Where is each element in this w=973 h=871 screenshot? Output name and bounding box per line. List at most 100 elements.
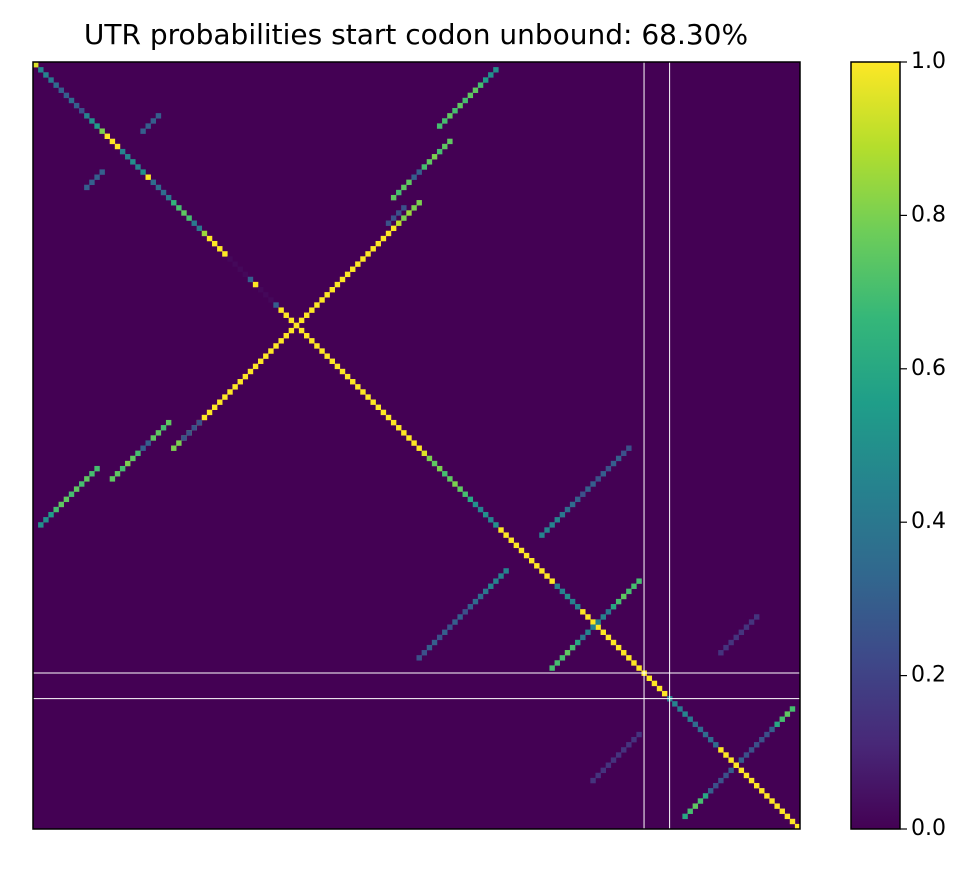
heatmap-cell: [631, 736, 637, 743]
heatmap-cell: [682, 711, 688, 717]
heatmap-cell: [283, 312, 289, 318]
heatmap-cell: [375, 404, 382, 411]
heatmap-cell: [672, 701, 678, 707]
heatmap-cell: [222, 251, 228, 257]
heatmap-cell: [385, 230, 392, 237]
heatmap-cell: [84, 184, 90, 191]
heatmap-cell: [595, 624, 601, 630]
heatmap-cell: [206, 235, 213, 242]
heatmap-cell: [477, 593, 484, 600]
heatmap-cell: [232, 384, 238, 390]
heatmap-cell: [38, 522, 44, 528]
heatmap-cell: [569, 598, 576, 605]
heatmap-cell: [661, 690, 668, 697]
heatmap-cell: [293, 322, 300, 329]
heatmap-cell: [145, 440, 151, 446]
heatmap-cell: [452, 619, 458, 625]
heatmap-cell: [733, 762, 739, 768]
heatmap-cell: [401, 215, 407, 221]
heatmap-cell: [615, 598, 622, 605]
heatmap-cell: [462, 609, 468, 615]
heatmap-cell: [539, 532, 545, 538]
heatmap-cell: [145, 174, 151, 180]
heatmap-cell: [242, 373, 249, 380]
heatmap-cell: [109, 476, 116, 482]
heatmap-cell: [99, 128, 105, 134]
heatmap-cell: [549, 665, 555, 671]
heatmap: [33, 62, 801, 830]
heatmap-cell: [94, 174, 100, 180]
heatmap-cell: [718, 747, 724, 753]
heatmap-cell: [447, 476, 453, 482]
heatmap-cell: [687, 808, 693, 814]
heatmap-cell: [431, 639, 438, 646]
heatmap-cell: [467, 496, 474, 503]
heatmap-cell: [477, 82, 484, 88]
heatmap-cell: [748, 777, 755, 784]
heatmap-cell: [707, 788, 714, 794]
heatmap-cell: [201, 230, 208, 237]
heatmap-cell: [48, 511, 54, 518]
colorbar-tick-label: 0.2: [911, 663, 946, 688]
heatmap-cell: [626, 588, 632, 595]
heatmap-cell: [513, 542, 520, 549]
heatmap-cell: [181, 210, 187, 216]
heatmap-cell: [309, 307, 315, 313]
heatmap-cell: [753, 782, 760, 789]
heatmap-cell: [273, 302, 279, 308]
heatmap-cell: [401, 184, 407, 191]
heatmap-cell: [298, 317, 305, 324]
heatmap-cell: [539, 568, 545, 574]
heatmap-cell: [390, 419, 397, 426]
heatmap-cell: [411, 174, 417, 180]
heatmap-cell: [222, 394, 228, 400]
heatmap-cell: [365, 394, 371, 400]
heatmap-cell: [171, 445, 177, 451]
heatmap-cell: [94, 465, 100, 472]
heatmap-cell: [421, 450, 428, 457]
heatmap-cell: [283, 333, 289, 339]
heatmap-cell: [702, 793, 709, 799]
heatmap-cell: [268, 297, 274, 303]
colorbar-tick-label: 0.6: [911, 356, 946, 381]
heatmap-cell: [621, 593, 627, 600]
heatmap-cell: [411, 440, 417, 446]
heatmap-cell: [447, 138, 453, 145]
heatmap-cell: [380, 409, 387, 416]
heatmap-cell: [130, 455, 136, 462]
heatmap-cell: [288, 327, 295, 334]
heatmap-cell: [789, 818, 796, 825]
heatmap-cell: [467, 604, 474, 610]
heatmap-cell: [43, 517, 49, 523]
heatmap-cell: [728, 757, 734, 763]
heatmap-cell: [482, 511, 489, 518]
heatmap-cell: [63, 92, 70, 99]
heatmap-cell: [84, 476, 90, 482]
heatmap-cell: [600, 629, 606, 635]
heatmap-cell: [457, 102, 463, 109]
heatmap-cell: [89, 471, 95, 477]
heatmap-cell: [165, 194, 172, 201]
heatmap-cell: [447, 113, 453, 119]
heatmap-cell: [324, 353, 330, 359]
heatmap-cell: [600, 471, 606, 477]
heatmap-cell: [278, 307, 284, 313]
heatmap-cell: [605, 465, 612, 472]
heatmap-cell: [580, 491, 586, 497]
heatmap-cell: [38, 67, 44, 73]
heatmap-cell: [53, 506, 59, 513]
heatmap-cell: [442, 629, 448, 635]
heatmap-cell: [370, 399, 376, 405]
heatmap-cell: [63, 496, 70, 503]
heatmap-cell: [431, 154, 438, 160]
heatmap-cell: [518, 547, 525, 554]
heatmap-cell: [585, 486, 591, 492]
heatmap-cell: [585, 629, 591, 635]
heatmap-cell: [227, 256, 233, 262]
heatmap-cell: [150, 179, 157, 186]
heatmap-cell: [595, 476, 601, 482]
heatmap-cell: [528, 557, 535, 564]
heatmap-cell: [298, 327, 305, 334]
heatmap-cell: [48, 77, 54, 83]
